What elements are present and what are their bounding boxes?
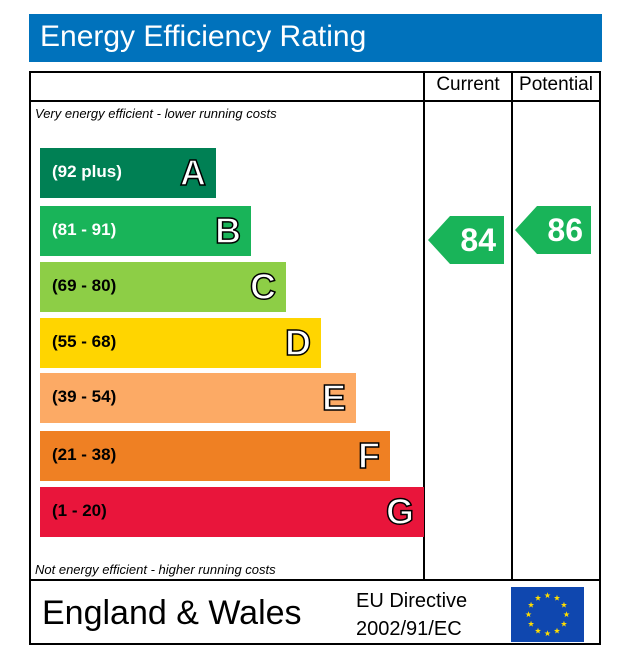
rating-band-c: (69 - 80) C [40, 262, 286, 312]
rating-band-e: (39 - 54) E [40, 373, 356, 423]
rating-band-a: (92 plus) A [40, 148, 216, 198]
eu-star [534, 594, 542, 601]
band-range-label: (21 - 38) [52, 445, 117, 464]
eu-star [560, 601, 567, 608]
potential-column-header: Potential [519, 74, 593, 95]
eu-star [560, 620, 567, 627]
eu-star [544, 592, 551, 599]
directive-line-1: EU Directive [356, 590, 468, 612]
current-rating-value: 84 [460, 222, 496, 258]
band-letter: G [385, 490, 415, 533]
potential-rating-arrow: 86 [515, 206, 591, 254]
potential-rating-value: 86 [547, 212, 583, 248]
band-range-label: (92 plus) [52, 162, 122, 181]
region-label: England & Wales [42, 594, 302, 632]
band-range-label: (81 - 91) [52, 220, 117, 239]
band-letter: F [357, 434, 381, 477]
eu-star [534, 627, 542, 634]
top-note: Very energy efficient - lower running co… [35, 106, 277, 121]
footer-divider [29, 579, 601, 581]
band-letter: C [249, 265, 277, 308]
directive-line-2: 2002/91/EC [356, 618, 462, 640]
header-divider [29, 100, 601, 102]
eu-star [544, 630, 551, 637]
page-title: Energy Efficiency Rating [40, 20, 367, 53]
divider-current [423, 71, 425, 581]
eu-star [553, 594, 561, 601]
band-range-label: (39 - 54) [52, 387, 117, 406]
eu-star [528, 601, 535, 608]
divider-potential [511, 71, 513, 581]
eu-star [525, 611, 532, 618]
band-letter: D [284, 321, 312, 364]
rating-band-g: (1 - 20) G [40, 487, 424, 537]
band-letter: A [179, 151, 207, 194]
rating-band-f: (21 - 38) F [40, 431, 390, 481]
eu-star [563, 611, 570, 618]
band-letter: E [321, 376, 347, 419]
current-arrow-shape [428, 216, 504, 264]
band-range-label: (55 - 68) [52, 332, 117, 351]
current-rating-arrow: 84 [428, 216, 504, 264]
rating-band-d: (55 - 68) D [40, 318, 321, 368]
eu-star [528, 620, 535, 627]
rating-frame [29, 71, 601, 645]
rating-band-b: (81 - 91) B [40, 206, 251, 256]
eu-star [553, 627, 561, 634]
band-range-label: (1 - 20) [52, 501, 107, 520]
eu-flag-icon [511, 587, 584, 642]
bottom-note: Not energy efficient - higher running co… [35, 562, 276, 577]
band-letter: B [214, 209, 242, 252]
current-column-header: Current [436, 74, 500, 95]
potential-arrow-shape [515, 206, 591, 254]
title-bar: Energy Efficiency Rating [29, 14, 602, 62]
directive-label: EU Directive 2002/91/EC [356, 587, 467, 643]
band-range-label: (69 - 80) [52, 276, 117, 295]
